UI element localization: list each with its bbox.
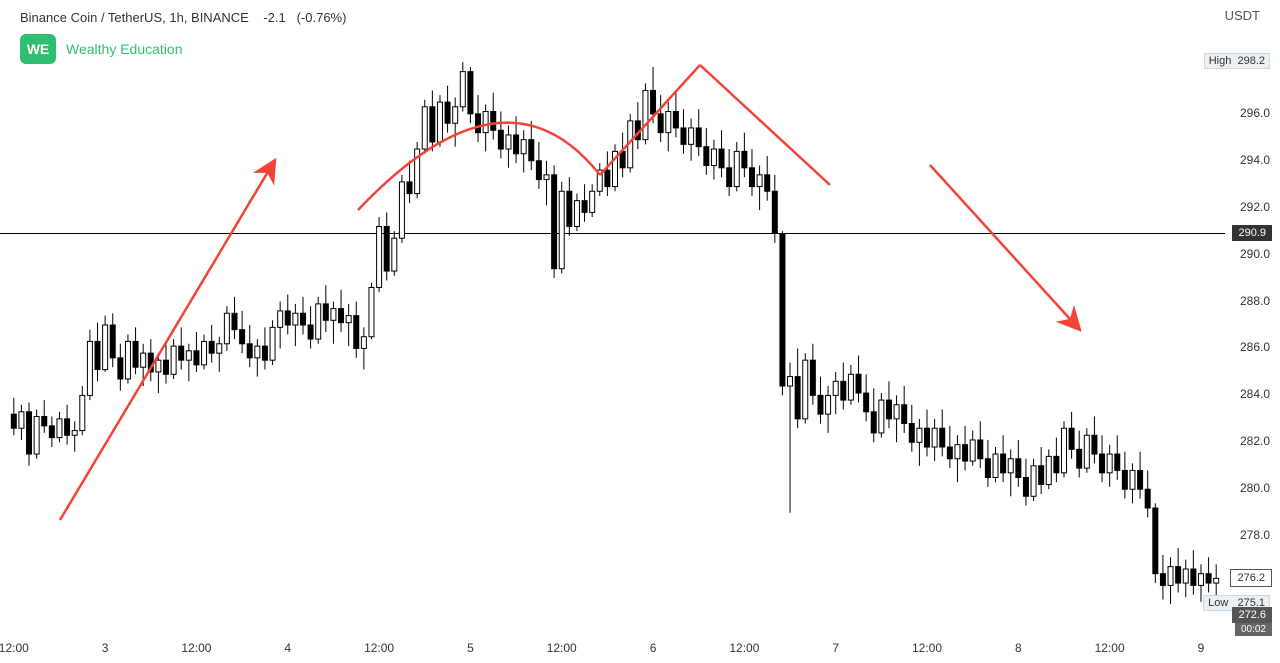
x-tick-label: 12:00 — [181, 641, 211, 655]
x-tick-label: 6 — [650, 641, 657, 655]
y-tick-label: 282.0 — [1240, 434, 1270, 448]
x-tick-label: 3 — [102, 641, 109, 655]
price-chart[interactable] — [0, 0, 1280, 663]
x-tick-label: 7 — [832, 641, 839, 655]
change-pct: (-0.76%) — [297, 10, 347, 25]
symbol-header: Binance Coin / TetherUS, 1h, BINANCE -2.… — [20, 10, 346, 25]
y-tick-label: 292.0 — [1240, 200, 1270, 214]
brand-row: WE Wealthy Education — [20, 34, 182, 64]
y-tick-label: 294.0 — [1240, 153, 1270, 167]
last-price-tag: 276.2 — [1230, 569, 1272, 587]
x-tick-label: 5 — [467, 641, 474, 655]
x-tick-label: 8 — [1015, 641, 1022, 655]
y-tick-label: 280.0 — [1240, 481, 1270, 495]
x-tick-label: 12:00 — [729, 641, 759, 655]
x-tick-label: 12:00 — [364, 641, 394, 655]
y-tick-label: 296.0 — [1240, 106, 1270, 120]
countdown-price: 272.6 — [1232, 607, 1272, 623]
quote-currency: USDT — [1225, 8, 1260, 23]
hline-price-tag: 290.9 — [1232, 225, 1272, 241]
x-tick-label: 9 — [1198, 641, 1205, 655]
y-tick-label: 288.0 — [1240, 294, 1270, 308]
high-box: High 298.2 — [1204, 53, 1270, 69]
x-tick-label: 12:00 — [0, 641, 29, 655]
x-tick-label: 12:00 — [547, 641, 577, 655]
y-tick-label: 278.0 — [1240, 528, 1270, 542]
symbol-title: Binance Coin / TetherUS, 1h, BINANCE — [20, 10, 249, 25]
countdown-time: 00:02 — [1235, 623, 1272, 636]
x-tick-label: 4 — [284, 641, 291, 655]
x-tick-label: 12:00 — [912, 641, 942, 655]
y-tick-label: 286.0 — [1240, 340, 1270, 354]
y-tick-label: 290.0 — [1240, 247, 1270, 261]
change-abs: -2.1 — [263, 10, 285, 25]
x-tick-label: 12:00 — [1095, 641, 1125, 655]
brand-logo: WE — [20, 34, 56, 64]
y-tick-label: 284.0 — [1240, 387, 1270, 401]
brand-name: Wealthy Education — [66, 41, 182, 57]
